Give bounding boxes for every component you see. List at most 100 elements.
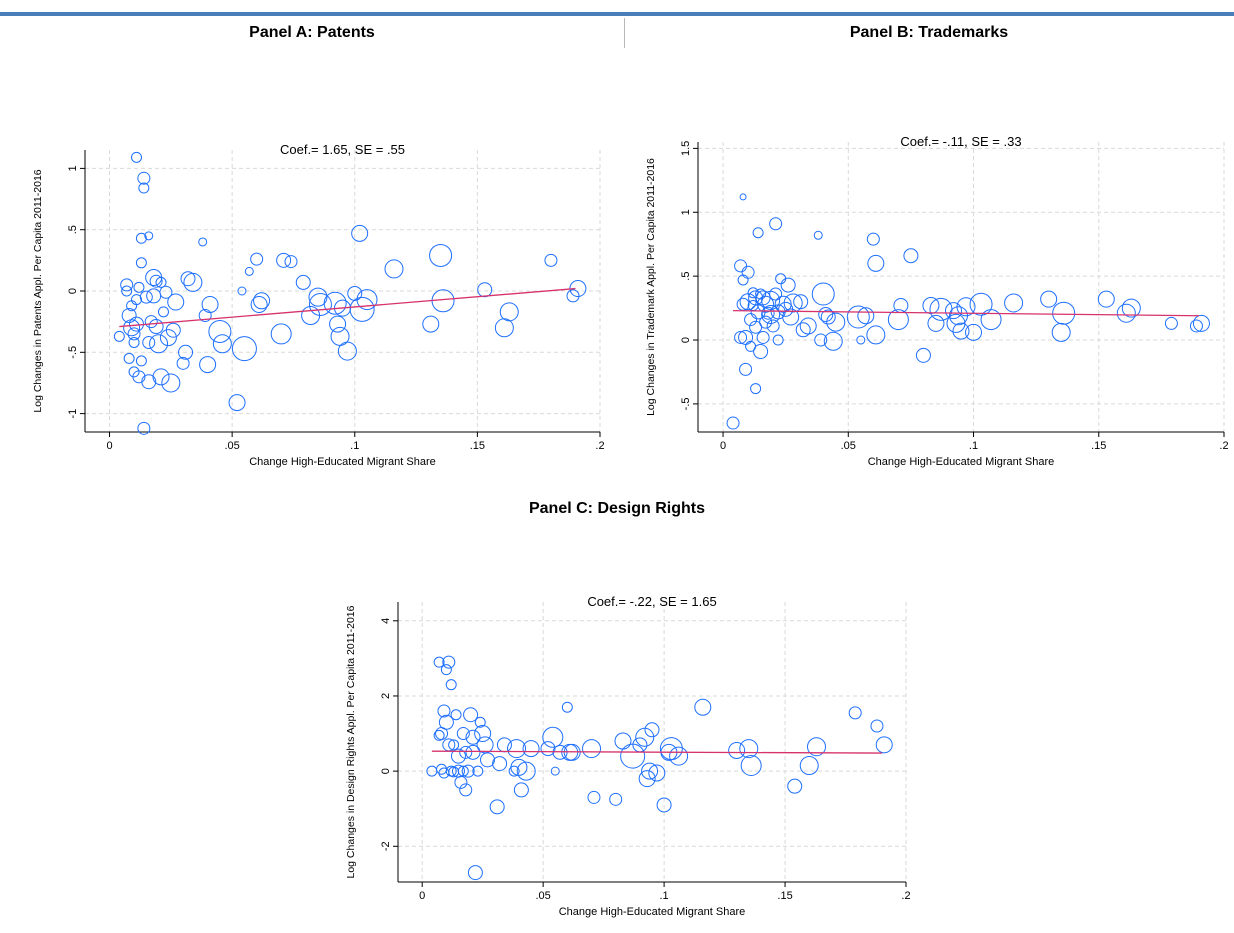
- data-point: [433, 729, 445, 741]
- data-point: [753, 344, 769, 360]
- data-point: [750, 383, 762, 395]
- x-axis-title: Change High-Educated Migrant Share: [249, 456, 436, 468]
- data-point: [461, 764, 475, 778]
- data-point: [648, 764, 666, 782]
- data-point: [927, 314, 945, 332]
- data-point: [157, 306, 169, 318]
- data-point: [823, 331, 843, 351]
- data-point: [540, 741, 556, 757]
- data-point: [946, 313, 966, 333]
- x-tick-label: .2: [901, 890, 910, 902]
- data-point: [244, 266, 254, 276]
- data-point: [726, 416, 740, 430]
- trademarks-scatter-plot: 0 .05 .1 .15 .2 -.5 0 .5 1 1.5 Change High-Educate…: [645, 134, 1229, 468]
- x-tick-label: .15: [470, 440, 485, 452]
- data-point: [454, 775, 468, 789]
- data-point: [510, 758, 528, 776]
- data-point: [739, 362, 753, 376]
- data-point: [165, 322, 181, 338]
- y-axis-title: Log Changes in Patents Appl. Per Capita …: [32, 169, 44, 412]
- data-point: [757, 295, 775, 313]
- data-point: [1097, 290, 1115, 308]
- data-point: [121, 285, 133, 297]
- data-point: [384, 259, 404, 279]
- data-point: [429, 243, 453, 267]
- data-point: [120, 278, 134, 292]
- fit-line: [119, 287, 576, 328]
- data-point: [135, 232, 147, 244]
- data-point: [329, 315, 347, 333]
- data-point: [499, 302, 519, 322]
- data-point: [738, 329, 754, 345]
- data-point: [820, 309, 836, 325]
- data-point: [848, 706, 862, 720]
- data-point: [442, 655, 456, 669]
- data-point: [465, 744, 481, 760]
- data-point: [144, 231, 154, 241]
- data-point: [749, 320, 763, 334]
- data-point: [201, 295, 219, 313]
- data-point: [734, 330, 748, 344]
- data-point: [480, 752, 496, 768]
- data-point: [969, 292, 993, 316]
- data-point: [759, 315, 773, 329]
- data-point: [323, 291, 347, 315]
- y-tick-label: -2: [380, 841, 392, 851]
- data-point: [915, 347, 931, 363]
- data-point: [516, 761, 536, 781]
- x-tick-label: .1: [350, 440, 359, 452]
- data-point: [656, 797, 672, 813]
- y-tick-label: 0: [67, 288, 79, 294]
- data-point: [522, 740, 540, 758]
- data-point: [944, 302, 962, 320]
- data-point: [438, 767, 450, 779]
- data-point: [740, 754, 762, 776]
- panel-b-title: Panel B: Trademarks: [849, 24, 1009, 41]
- data-point: [330, 326, 350, 346]
- y-tick-label: 0: [380, 768, 392, 774]
- data-point: [349, 296, 375, 322]
- design-rights-scatter-plot: 0 .05 .1 .15 .2 -2 0 2 4 Change High-Educated Mig…: [345, 594, 911, 918]
- data-point: [128, 336, 140, 348]
- data-point: [799, 755, 819, 775]
- data-point: [761, 304, 781, 324]
- data-point: [769, 217, 783, 231]
- data-point: [437, 704, 451, 718]
- panel-c-title: Panel C: Design Rights: [528, 500, 706, 517]
- data-point: [137, 171, 151, 185]
- data-point: [741, 265, 755, 279]
- data-point: [587, 790, 601, 804]
- y-tick-label: -.5: [67, 346, 79, 359]
- y-axis-title: Log Changes in Trademark Appl. Per Capit…: [645, 158, 657, 416]
- data-point: [507, 739, 527, 759]
- data-point: [477, 282, 493, 298]
- data-point: [793, 294, 809, 310]
- x-tick-label: .05: [841, 440, 856, 452]
- data-point: [620, 743, 646, 769]
- data-point: [208, 319, 232, 343]
- data-point: [887, 309, 909, 331]
- data-point: [308, 292, 332, 316]
- data-point: [438, 714, 454, 730]
- y-tick-label: .5: [680, 272, 692, 281]
- x-tick-label: 0: [419, 890, 425, 902]
- y-tick-label: -.5: [680, 397, 692, 410]
- data-point: [467, 865, 483, 881]
- data-point: [440, 664, 452, 676]
- data-point: [728, 741, 746, 759]
- data-point: [356, 289, 378, 311]
- data-point: [148, 319, 164, 335]
- y-tick-label: 2: [380, 693, 392, 699]
- data-point: [212, 334, 232, 354]
- data-point: [980, 309, 1002, 331]
- data-point: [135, 257, 147, 269]
- x-axis-title: Change High-Educated Migrant Share: [559, 906, 746, 918]
- y-tick-label: 4: [380, 618, 392, 624]
- x-tick-label: .1: [969, 440, 978, 452]
- data-point: [856, 335, 866, 345]
- data-point: [474, 716, 486, 728]
- data-point: [161, 373, 181, 393]
- data-point: [228, 394, 246, 412]
- data-point: [846, 305, 870, 329]
- data-point: [146, 288, 162, 304]
